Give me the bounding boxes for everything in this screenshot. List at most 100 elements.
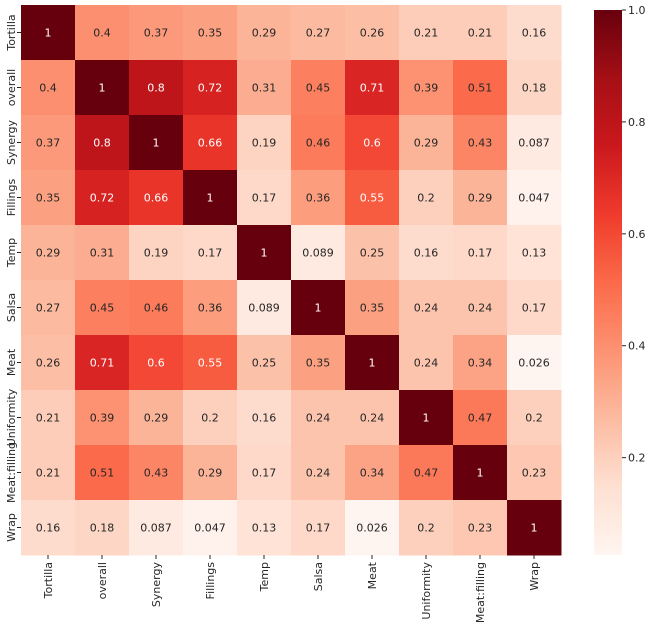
x-axis-labels: Tortilla overall Synergy Fillings Temp Salsa M… [42,555,541,623]
cell-value-label: 0.29 [144,412,169,425]
cell-value-label: 0.29 [414,137,439,150]
cell-value-label: 0.25 [360,247,385,260]
heatmap-cell [237,115,292,171]
colorbar-tick-label: 0.8 [628,116,646,129]
x-tick-label: Synergy [150,562,163,608]
heatmap-cell [291,170,346,226]
heatmap-cell [291,115,346,171]
heatmap-cell [453,390,508,446]
heatmap-cell [183,445,238,501]
cell-value-label: 1 [153,137,160,150]
cell-value-label: 0.71 [90,357,115,370]
cell-value-label: 0.36 [198,302,223,315]
cell-value-label: 0.55 [360,192,385,205]
heatmap-cell [291,280,346,336]
cell-value-label: 1 [531,522,538,535]
heatmap-cell [345,445,400,501]
cell-value-label: 0.29 [252,27,277,40]
cell-value-label: 0.2 [417,522,435,535]
heatmap-cell [345,500,400,556]
heatmap-cell [507,60,562,116]
heatmap-cell [237,5,292,61]
heatmap-cell [507,5,562,61]
y-tick-label: Tortilla [5,14,18,51]
heatmap-cell [345,225,400,281]
cell-value-label: 0.19 [144,247,169,260]
cell-value-label: 1 [207,192,214,205]
cell-value-label: 0.18 [522,82,547,95]
x-tick-label: Uniformity [420,562,433,620]
heatmap-cell [21,280,76,336]
heatmap-cell [399,445,454,501]
cell-value-label: 0.46 [144,302,169,315]
cell-value-label: 0.026 [356,522,388,535]
heatmap-cell [345,335,400,391]
cell-value-label: 0.29 [468,192,493,205]
heatmap-cell [507,115,562,171]
heatmap-cell [345,170,400,226]
heatmap-cell [183,5,238,61]
cell-value-label: 0.21 [468,27,493,40]
heatmap-cell [507,390,562,446]
heatmap-cell [183,115,238,171]
cell-value-label: 1 [369,357,376,370]
cell-value-label: 0.17 [468,247,493,260]
x-tick-label: Wrap [528,562,541,591]
cell-value-label: 0.24 [306,467,331,480]
cell-value-label: 0.24 [414,302,439,315]
cell-value-label: 1 [99,82,106,95]
colorbar-tick-label: 0.4 [628,340,646,353]
heatmap-cell [21,170,76,226]
cell-value-label: 0.2 [417,192,435,205]
heatmap-cell [399,225,454,281]
cell-value-label: 1 [45,27,52,40]
cell-value-label: 0.35 [306,357,331,370]
cell-value-label: 0.36 [306,192,331,205]
y-tick-label: Meat [5,348,18,376]
colorbar: 0.2 0.4 0.6 0.8 1.0 [594,4,646,555]
heatmap-cell [237,280,292,336]
cell-value-label: 0.24 [360,412,385,425]
heatmap-cells: 1 0.4 0.37 0.35 0.29 0.27 0.26 0.21 0.21 0.160.4 1… [21,5,562,556]
cell-value-label: 0.19 [252,137,277,150]
cell-value-label: 1 [423,412,430,425]
cell-value-label: 0.66 [144,192,169,205]
heatmap-cell [129,170,184,226]
heatmap-cell [129,335,184,391]
cell-value-label: 0.35 [360,302,385,315]
y-axis-labels: Tortilla overall Synergy Fillings Temp Salsa M… [5,14,21,542]
cell-value-label: 0.26 [360,27,385,40]
x-tick-label: Temp [258,562,271,592]
cell-value-label: 0.43 [468,137,493,150]
heatmap-cell [183,225,238,281]
cell-value-label: 0.087 [518,137,550,150]
cell-value-label: 0.35 [198,27,223,40]
cell-value-label: 0.24 [306,412,331,425]
cell-value-label: 0.39 [414,82,439,95]
heatmap-cell [237,390,292,446]
y-tick-label: Salsa [5,293,18,322]
cell-value-label: 0.17 [522,302,547,315]
cell-value-label: 0.45 [90,302,115,315]
colorbar-gradient [594,10,622,555]
heatmap-cell [507,335,562,391]
cell-value-label: 0.17 [306,522,331,535]
x-tick-label: Meat:filling [474,562,487,623]
heatmap-cell [345,390,400,446]
cell-value-label: 0.46 [306,137,331,150]
cell-value-label: 0.23 [522,467,547,480]
heatmap-cell [183,280,238,336]
cell-value-label: 0.16 [252,412,277,425]
cell-value-label: 0.2 [201,412,219,425]
heatmap-cell [507,280,562,336]
cell-value-label: 0.47 [414,467,439,480]
cell-value-label: 0.2 [525,412,543,425]
cell-value-label: 0.71 [360,82,385,95]
heatmap-cell [399,170,454,226]
heatmap-cell [75,115,130,171]
cell-value-label: 0.51 [468,82,493,95]
cell-value-label: 0.6 [147,357,165,370]
heatmap-cell [453,500,508,556]
heatmap-cell [237,60,292,116]
heatmap-cell [345,280,400,336]
